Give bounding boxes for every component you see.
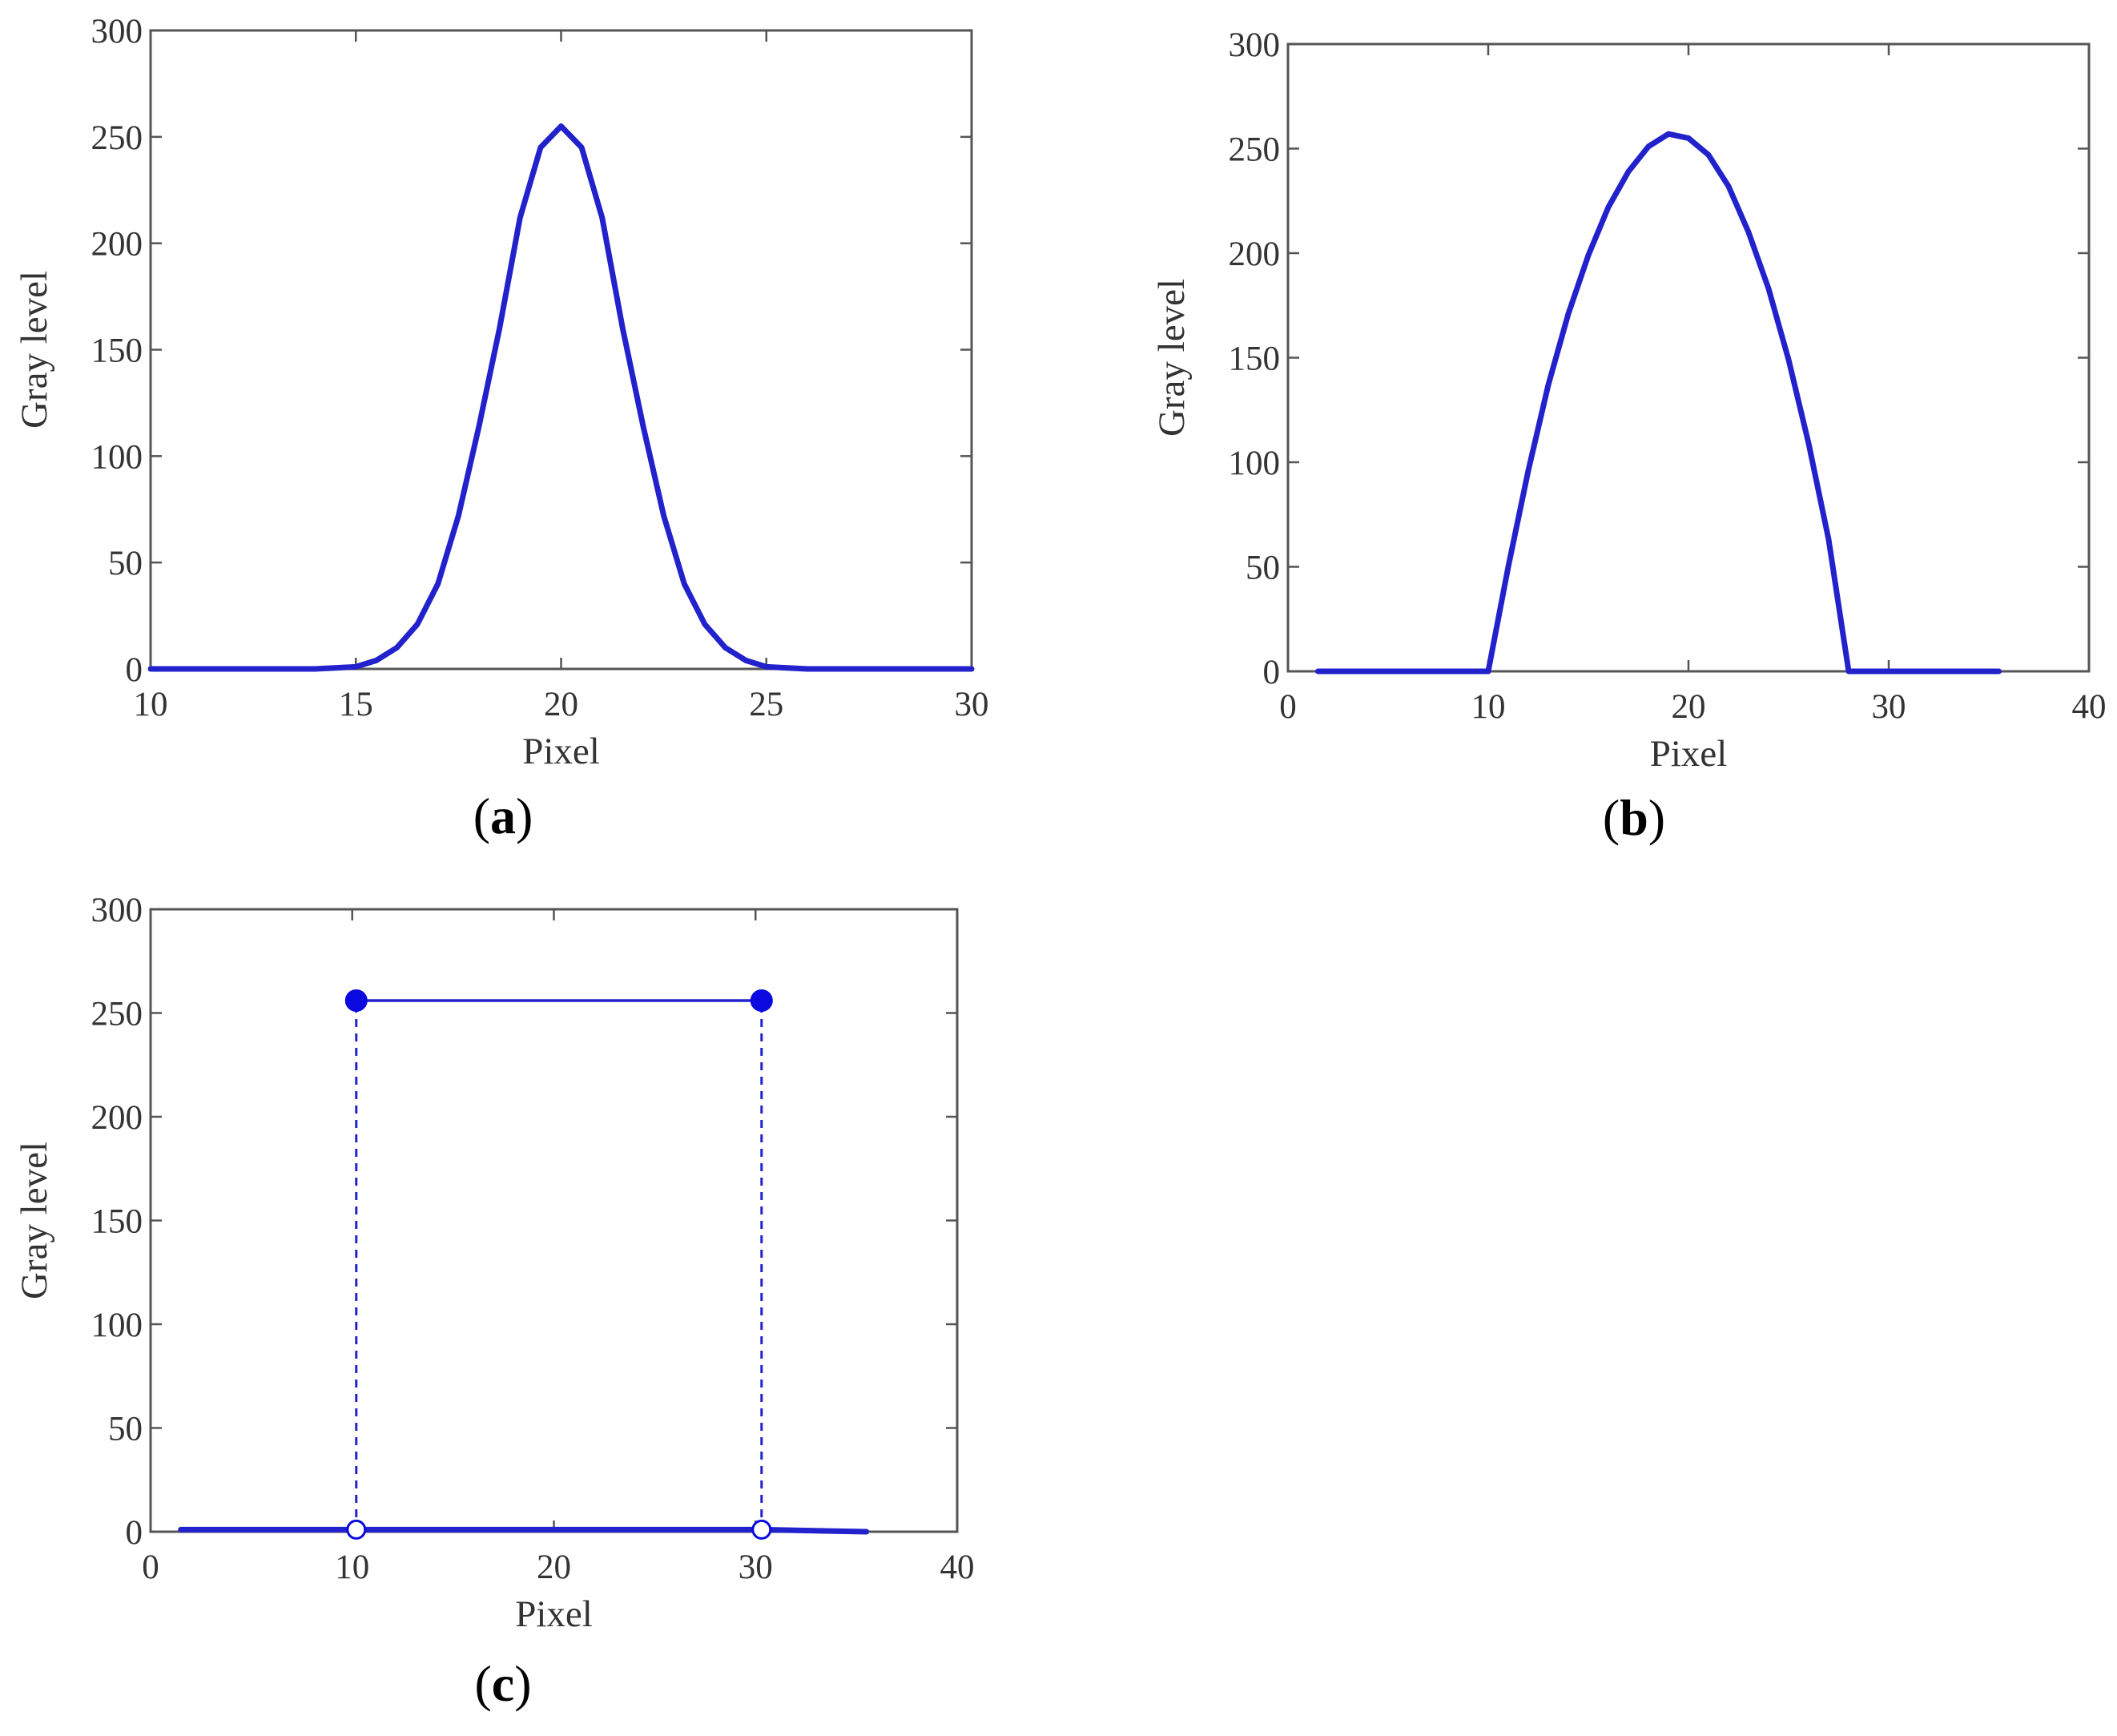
y-tick-label: 250	[91, 996, 143, 1033]
y-tick-label: 100	[1229, 445, 1281, 482]
y-tick-label: 50	[108, 545, 143, 582]
x-tick-label: 30	[1872, 688, 1906, 726]
x-tick-label: 30	[739, 1549, 773, 1586]
y-tick-label: 250	[1229, 131, 1281, 169]
panel-label: (b)	[1603, 789, 1665, 846]
series-parabolic-profile	[1315, 131, 2002, 675]
y-tick-label: 300	[91, 892, 143, 929]
x-tick-label: 10	[1471, 688, 1506, 726]
y-tick-label: 200	[1229, 236, 1281, 273]
open-marker	[346, 1519, 367, 1540]
x-axis-label: Pixel	[522, 731, 600, 772]
y-tick-label: 50	[108, 1411, 143, 1448]
y-tick-label: 0	[126, 651, 143, 689]
x-tick-label: 10	[134, 686, 168, 723]
series-baseline	[178, 1526, 870, 1535]
x-tick-label: 0	[142, 1549, 159, 1586]
x-tick-label: 40	[940, 1549, 975, 1586]
x-tick-label: 30	[955, 686, 989, 723]
x-tick-label: 25	[749, 686, 783, 723]
chart-panel-b: 0 10 20 30 40 0 50 100 150 200 250 300 Pixel Gray lev…	[1151, 26, 2107, 846]
y-tick-label: 200	[91, 1099, 143, 1137]
y-tick-label: 150	[91, 1203, 143, 1241]
y-tick-label: 300	[91, 13, 143, 50]
panel-label: (c)	[474, 1655, 531, 1712]
x-tick-label: 0	[1279, 688, 1297, 726]
y-tick-label: 0	[126, 1514, 143, 1552]
y-tick-label: 250	[91, 119, 143, 157]
x-axis-label: Pixel	[1650, 733, 1728, 775]
y-axis-label: Gray level	[14, 271, 55, 429]
x-tick-label: 20	[537, 1549, 571, 1586]
filled-marker	[344, 989, 368, 1012]
y-axis-label: Gray level	[1151, 279, 1193, 437]
y-tick-label: 200	[91, 226, 143, 264]
x-tick-label: 40	[2072, 688, 2107, 726]
x-axis-label: Pixel	[515, 1593, 593, 1635]
panel-label: (a)	[473, 787, 533, 844]
open-marker	[751, 1519, 772, 1540]
plot-frame	[149, 908, 959, 1533]
chart-panel-c: 0 10 20 30 40 0 50 100 150 200 250 300 Pixel Gray lev…	[14, 892, 975, 1712]
y-tick-label: 100	[91, 438, 143, 476]
x-tick-label: 10	[335, 1549, 369, 1586]
y-axis-label: Gray level	[14, 1142, 55, 1299]
x-tick-label: 20	[544, 686, 578, 723]
filled-marker	[750, 989, 773, 1012]
y-tick-label: 50	[1246, 550, 1280, 587]
y-tick-label: 150	[1229, 340, 1281, 378]
x-tick-label: 20	[1672, 688, 1706, 726]
y-tick-label: 300	[1229, 26, 1281, 64]
y-tick-label: 150	[91, 332, 143, 370]
x-tick-label: 15	[339, 686, 373, 723]
series-gaussian-profile	[147, 123, 975, 672]
y-tick-label: 100	[91, 1307, 143, 1344]
y-tick-label: 0	[1263, 654, 1281, 691]
